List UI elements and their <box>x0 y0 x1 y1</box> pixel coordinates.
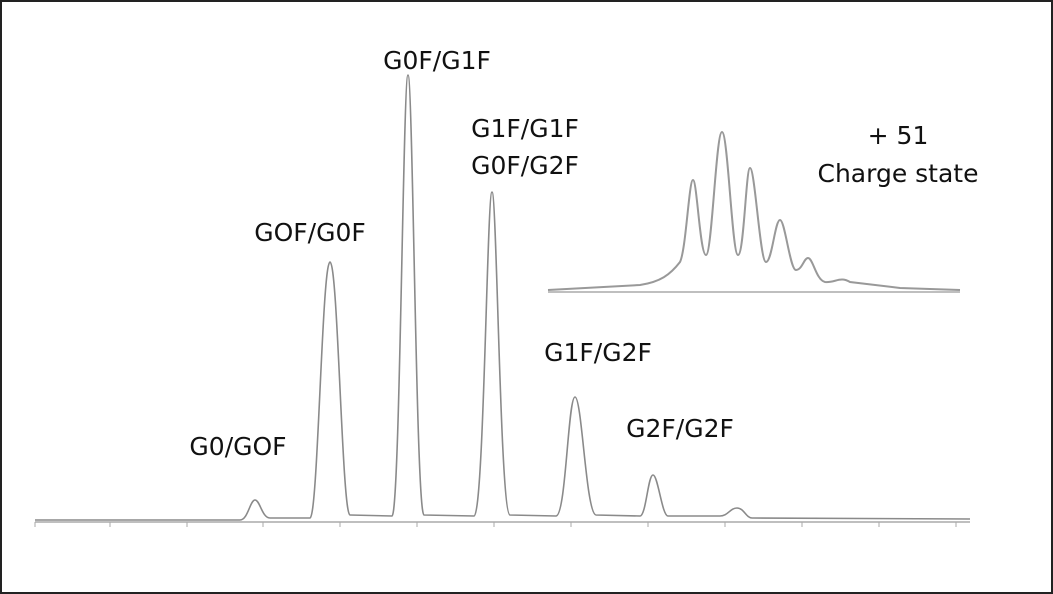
inset-label: + 51 <box>868 121 929 150</box>
peak-label: G2F/G2F <box>626 414 734 443</box>
peak-label: G0F/G2F <box>471 151 579 180</box>
axis-ticks <box>34 522 957 527</box>
peak-label: G0F/G1F <box>383 46 491 75</box>
peak-label: GOF/G0F <box>254 218 366 247</box>
peak-label: G1F/G1F <box>471 114 579 143</box>
spectrum-trace <box>35 74 971 521</box>
peak-label: G0/GOF <box>189 432 286 461</box>
inset-trace <box>547 130 961 291</box>
peak-label: G1F/G2F <box>544 338 652 367</box>
inset-label: Charge state <box>818 159 979 188</box>
